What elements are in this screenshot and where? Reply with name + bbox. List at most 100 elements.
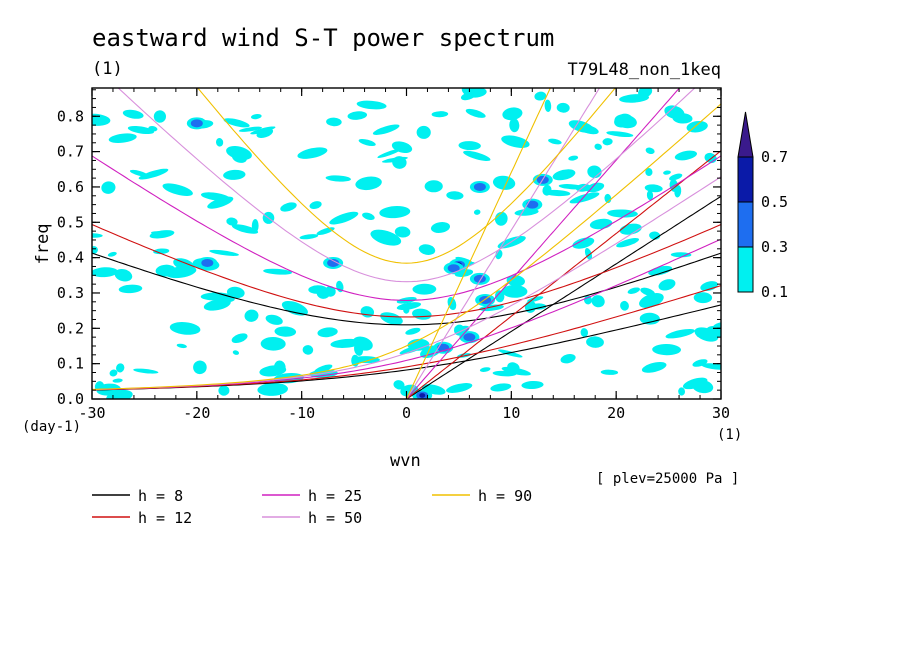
noise-patch xyxy=(162,183,193,197)
y-tick-label: 0.3 xyxy=(57,284,84,302)
colorbar-label: 0.3 xyxy=(761,238,788,256)
noise-patch xyxy=(324,286,336,297)
noise-patch xyxy=(424,180,443,193)
noise-patch xyxy=(560,354,576,364)
noise-patch xyxy=(394,226,411,238)
chart-title: eastward wind S-T power spectrum xyxy=(92,24,554,52)
noise-patch xyxy=(92,233,103,238)
noise-patch xyxy=(238,126,262,132)
noise-patch xyxy=(380,312,403,325)
x-tick-label: 0 xyxy=(402,404,411,422)
noise-patch xyxy=(506,275,525,287)
level-note: [ plev=25000 Pa ] xyxy=(596,471,739,487)
noise-patch xyxy=(358,138,376,147)
noise-patch xyxy=(664,105,685,120)
kelvin-wave-curve xyxy=(405,88,551,399)
noise-patch xyxy=(274,326,297,337)
noise-patch xyxy=(244,309,259,322)
noise-patch xyxy=(641,362,667,373)
noise-patch xyxy=(606,131,634,138)
noise-patch xyxy=(473,209,481,215)
noise-patch xyxy=(497,235,526,249)
noise-patch xyxy=(257,382,288,396)
noise-patch xyxy=(645,168,653,176)
noise-patch xyxy=(412,283,437,295)
inertio-gravity-curve xyxy=(197,88,616,264)
noise-patch xyxy=(678,387,686,396)
colorbar-bin xyxy=(737,246,754,293)
noise-patch xyxy=(138,168,169,180)
noise-patch xyxy=(644,184,663,193)
power-blob xyxy=(463,333,476,342)
noise-patch xyxy=(260,336,286,351)
noise-patch xyxy=(692,359,708,367)
y-tick-label: 0.7 xyxy=(57,143,84,161)
noise-patch xyxy=(552,169,576,181)
noise-patch xyxy=(534,91,547,101)
noise-patch xyxy=(446,191,464,200)
noise-patch xyxy=(682,377,708,390)
y-tick-label: 0.2 xyxy=(57,319,84,337)
noise-patch xyxy=(281,300,308,316)
noise-patch xyxy=(223,169,246,180)
power-blob xyxy=(327,258,340,267)
noise-patch xyxy=(127,125,155,135)
spectrum-contours xyxy=(92,88,721,399)
noise-patch xyxy=(544,99,552,112)
noise-patch xyxy=(92,246,98,254)
noise-patch xyxy=(153,248,170,255)
noise-patch xyxy=(542,184,552,196)
kelvin-wave-curve xyxy=(406,88,681,399)
y-axis-ticks: 0.0 0.1 0.2 0.3 0.4 0.5 0.6 0.7 0.8 xyxy=(57,89,721,408)
noise-patch xyxy=(600,369,619,375)
noise-patch xyxy=(314,364,333,374)
noise-patch xyxy=(572,237,595,249)
noise-patch xyxy=(329,211,359,225)
noise-patch xyxy=(627,287,640,294)
noise-patch xyxy=(392,156,407,169)
mixed-rossby-gravity-curve xyxy=(92,103,721,390)
power-blob xyxy=(526,200,539,209)
noise-patch xyxy=(317,327,338,338)
legend-label: h = 90 xyxy=(478,487,532,505)
noise-patch xyxy=(591,295,605,308)
noise-patch xyxy=(165,265,197,279)
noise-patch xyxy=(669,173,683,181)
noise-patch xyxy=(325,175,351,182)
noise-patch xyxy=(693,292,713,304)
noise-patch xyxy=(616,238,640,248)
noise-patch xyxy=(594,143,602,150)
noise-patch xyxy=(492,175,516,190)
noise-patch xyxy=(122,109,144,119)
noise-patch xyxy=(107,251,117,257)
noise-patch xyxy=(430,222,451,233)
noise-patch xyxy=(114,268,133,282)
noise-patch xyxy=(502,284,528,298)
noise-patch xyxy=(109,369,118,377)
noise-patch xyxy=(92,113,111,126)
noise-patch xyxy=(209,249,239,256)
noise-patch xyxy=(265,314,283,325)
noise-patch xyxy=(509,118,520,133)
noise-patch xyxy=(347,111,368,120)
noise-patch xyxy=(700,281,718,292)
power-blob xyxy=(201,258,214,267)
colorbar-arrow xyxy=(737,111,754,158)
noise-patch xyxy=(498,349,523,358)
noise-patch xyxy=(507,362,520,373)
y-tick-label: 0.0 xyxy=(57,390,84,408)
dispersion-curves xyxy=(92,88,721,399)
noise-patch xyxy=(569,192,600,204)
noise-patch xyxy=(193,360,207,375)
colorbar-label: 0.7 xyxy=(761,148,788,166)
power-blob-core xyxy=(419,393,426,398)
noise-patch xyxy=(502,107,523,121)
power-blob xyxy=(473,182,486,191)
noise-patch xyxy=(299,234,319,240)
noise-patch xyxy=(674,150,698,161)
noise-patch xyxy=(521,380,544,390)
noise-patch xyxy=(701,363,721,370)
noise-patch xyxy=(302,345,314,355)
